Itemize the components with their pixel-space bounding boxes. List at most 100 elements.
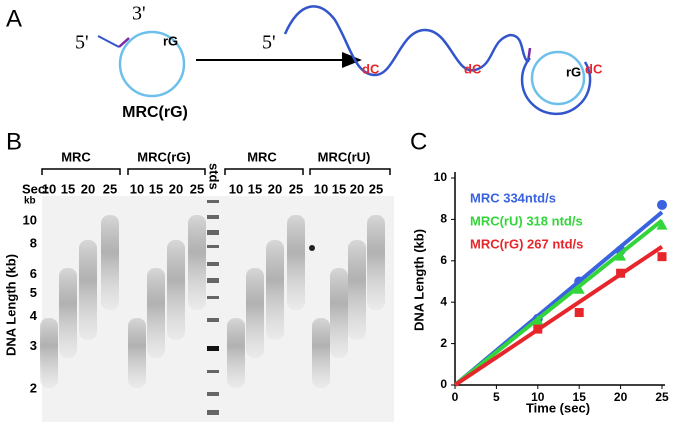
point [657,199,667,210]
x-axis-label: Time (sec) [526,400,590,415]
primer [118,37,130,48]
lane-label: 10 [314,181,328,196]
circle-template [118,30,186,98]
ladder-band [207,346,219,351]
circle-template [530,50,586,106]
lane-label: 15 [248,181,262,196]
y-tick-label: 6 [440,253,447,267]
legend-entry: MRC(rG) 267 ntd/s [470,236,583,251]
y-tick-label: 0 [440,377,447,391]
smear [79,240,97,340]
smear [128,318,146,388]
lane-label: 15 [149,181,163,196]
label: 5' [75,32,89,54]
lane-label: 25 [289,181,303,196]
x-tick-label: 25 [655,390,669,404]
point [657,252,667,262]
label: MRC(rG) [122,104,188,121]
ladder-band [207,230,219,235]
y-tick-label: 2 [30,380,37,395]
smear [188,215,206,310]
lane-label: 10 [130,181,144,196]
ladder-band [207,296,219,299]
y-tick-label: 4 [30,308,38,323]
x-tick-label: 20 [614,390,628,404]
ladder-band [207,215,219,219]
legend-entry: MRC 334ntd/s [470,190,556,205]
y-tick-label: 6 [30,266,37,281]
panel-label: C [410,128,427,155]
label: stds [207,163,222,190]
bracket [309,168,391,175]
panel-label: A [6,5,22,32]
bracket [41,168,121,175]
y-tick-label: 10 [434,170,448,184]
ladder-band [207,278,219,283]
ladder-band [207,370,219,373]
smear [330,268,348,358]
lane-label: 25 [190,181,204,196]
point [616,268,626,278]
smear [348,240,366,340]
strand [520,57,592,116]
bracket [127,168,206,175]
lane-label: 25 [369,181,383,196]
lane-label: 10 [42,181,56,196]
x-tick-label: 10 [531,390,545,404]
smear [367,215,385,310]
smear [266,240,284,340]
y-tick-label: 4 [440,294,447,308]
lane-label: 15 [61,181,75,196]
x-tick-label: 15 [573,390,587,404]
y-tick-label: 8 [30,236,37,251]
y-tick-label: 2 [440,336,447,350]
lane-label: 20 [169,181,183,196]
label: dC [362,61,380,76]
y-axis-label: DNA Length (kb) [411,229,426,331]
smear [147,268,165,358]
group-label: MRC [247,149,277,164]
y-axis-label: DNA Length (kb) [3,254,18,356]
group-label: MRC(rU) [318,149,371,164]
ladder-band [207,200,219,203]
smear [312,318,330,388]
label: rG [566,64,581,79]
label: 3' [132,3,146,25]
label: rG [163,33,178,48]
label: Sec: [22,181,49,196]
lane-label: 20 [81,181,95,196]
smear [40,318,58,388]
lane-label: 10 [229,181,243,196]
y-tick-label: 8 [440,212,447,226]
ladder-band [207,392,219,396]
y-tick-label: 3 [30,338,37,353]
ladder-band [207,245,219,248]
ladder-band [207,262,219,266]
point [533,324,543,334]
lane-label: 25 [103,181,117,196]
ladder-band [207,318,219,322]
label: kb [24,196,36,207]
y-tick-label: 10 [23,212,37,227]
lane-label: 20 [268,181,282,196]
ladder-band [207,410,219,415]
point [532,314,544,325]
point [615,250,627,261]
smear [59,268,77,358]
smear [227,318,245,388]
legend-entry: MRC(rU) 318 ntd/s [470,213,583,228]
fit-line [453,218,664,387]
smear [101,215,119,310]
label: dC [464,61,482,76]
smear [287,215,305,310]
spot [309,245,315,251]
group-label: MRC(rG) [137,149,190,164]
point [574,308,584,318]
point [573,283,585,294]
lane-label: 15 [332,181,346,196]
label: dC [585,61,603,76]
strand [283,5,529,77]
group-label: MRC [61,149,91,164]
